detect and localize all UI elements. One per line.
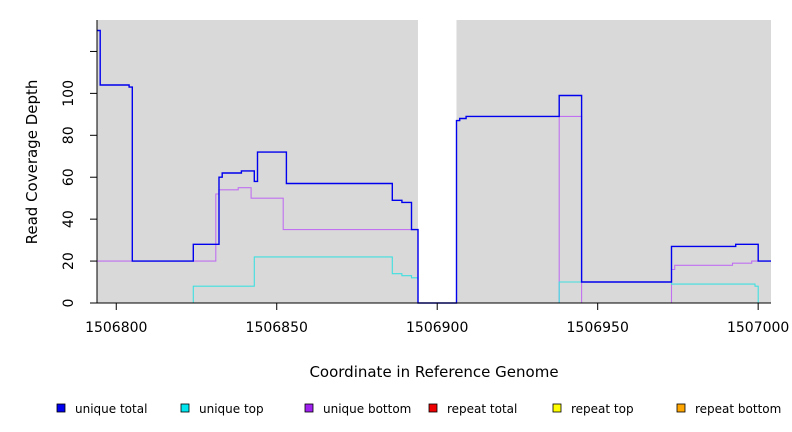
- x-tick-label: 1507000: [727, 320, 789, 336]
- legend-swatch: [552, 403, 562, 413]
- legend-label: repeat top: [571, 402, 634, 416]
- legend-item-repeat-bottom: repeat bottom: [676, 402, 781, 416]
- legend-label: repeat total: [447, 402, 517, 416]
- legend-swatch: [428, 403, 438, 413]
- legend-swatch: [676, 403, 686, 413]
- legend-label: repeat bottom: [695, 402, 781, 416]
- x-axis-title: Coordinate in Reference Genome: [309, 363, 558, 381]
- legend-label: unique total: [75, 402, 147, 416]
- legend-swatch: [180, 403, 190, 413]
- y-axis-title: Read Coverage Depth: [23, 80, 41, 245]
- axes: 1506800 1506850 1506900 1506950 1507000 0 20 40…: [61, 20, 789, 336]
- legend-item-unique-total: unique total: [56, 402, 147, 416]
- legend-item-unique-bottom: unique bottom: [304, 402, 411, 416]
- gap-region: [417, 20, 457, 303]
- legend-swatch: [304, 403, 314, 413]
- y-tick-label: 100: [61, 80, 77, 107]
- legend-swatch: [56, 403, 66, 413]
- x-tick-label: 1506900: [406, 320, 468, 336]
- y-tick-label: 20: [61, 252, 77, 270]
- legend-label: unique top: [199, 402, 264, 416]
- legend-label: unique bottom: [323, 402, 411, 416]
- y-tick-label: 80: [61, 126, 77, 144]
- y-tick-label: 0: [61, 299, 77, 308]
- y-tick-label: 40: [61, 210, 77, 228]
- x-tick-label: 1506950: [567, 320, 629, 336]
- y-tick-label: 60: [61, 168, 77, 186]
- x-tick-label: 1506800: [85, 320, 147, 336]
- plot-area: [97, 20, 771, 304]
- legend: unique total unique top unique bottom repea…: [56, 402, 781, 416]
- series-line-unique-total: [97, 29, 771, 304]
- x-tick-label: 1506850: [246, 320, 308, 336]
- legend-item-repeat-top: repeat top: [552, 402, 634, 416]
- series-line-unique-top: [97, 256, 759, 304]
- legend-item-repeat-total: repeat total: [428, 402, 517, 416]
- legend-item-unique-top: unique top: [180, 402, 264, 416]
